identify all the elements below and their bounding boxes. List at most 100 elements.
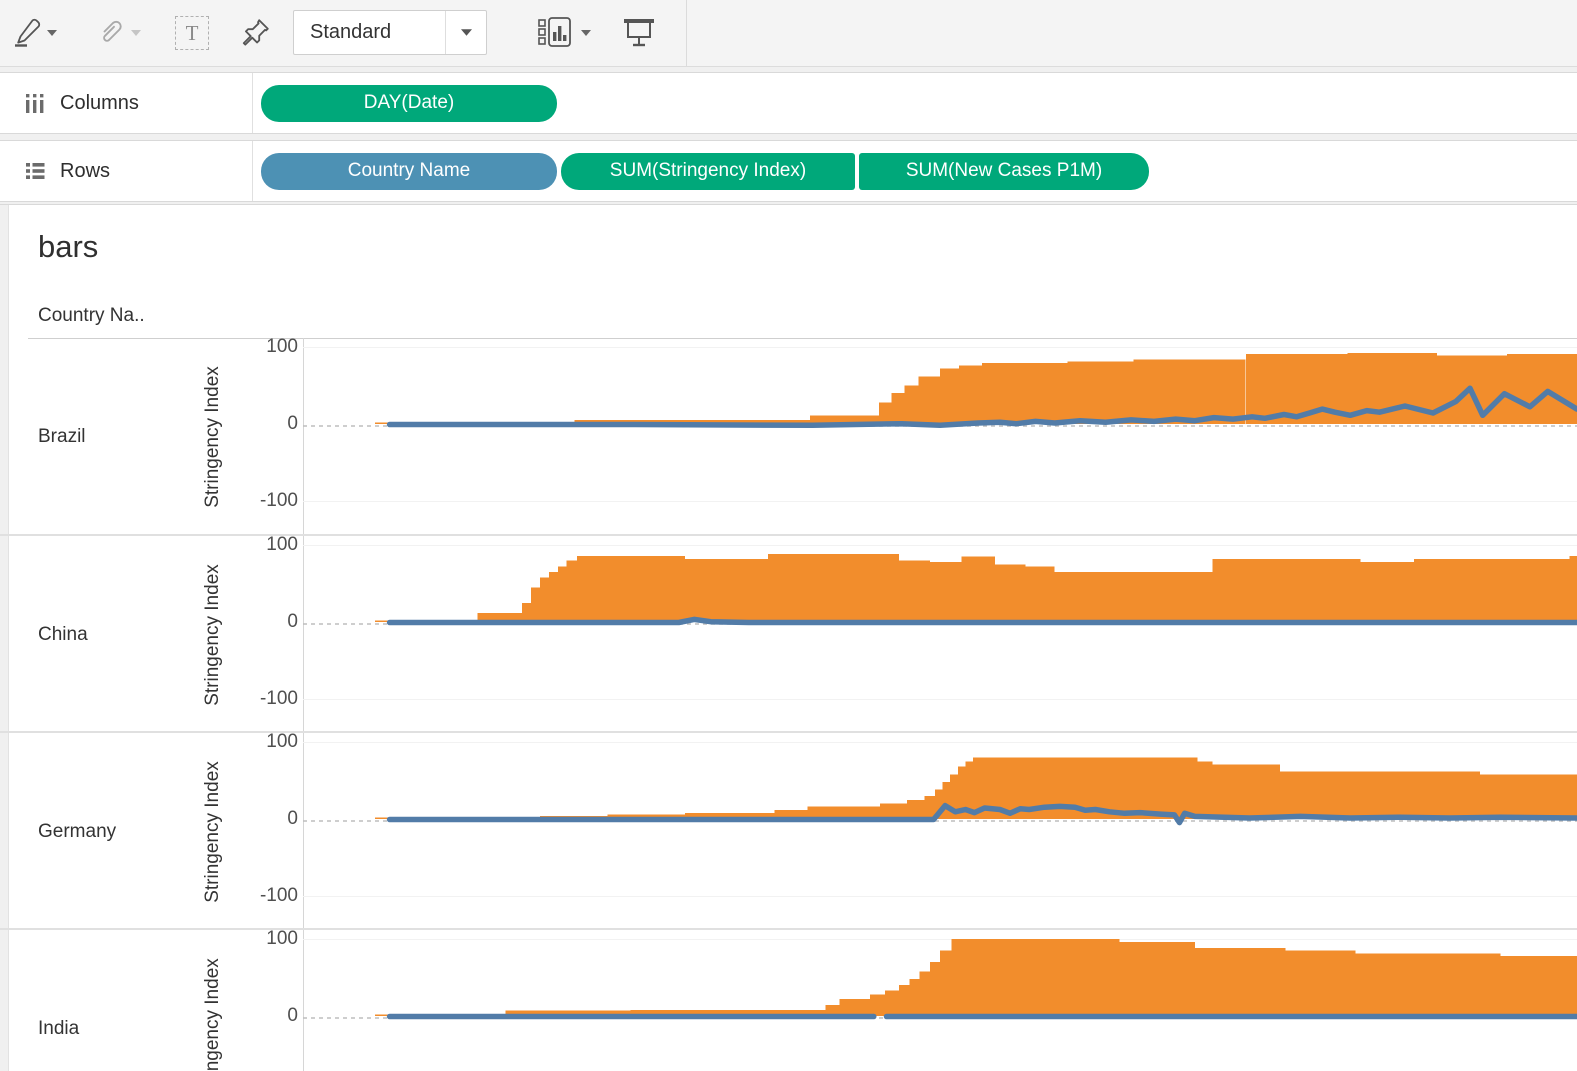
stringency-bar[interactable]: [880, 803, 907, 819]
stringency-bar[interactable]: [522, 602, 531, 623]
stringency-bar[interactable]: [685, 558, 768, 622]
text-annotation-button[interactable]: T: [174, 15, 210, 51]
stringency-bar[interactable]: [375, 422, 390, 425]
stringency-bar[interactable]: [899, 985, 910, 1016]
stringency-bar[interactable]: [768, 554, 900, 622]
stringency-bar[interactable]: [934, 789, 943, 819]
stringency-bar[interactable]: [477, 612, 523, 622]
stringency-bar[interactable]: [924, 795, 935, 819]
country-label[interactable]: China: [38, 623, 88, 645]
stringency-bar[interactable]: [919, 971, 930, 1016]
stringency-bar[interactable]: [1500, 955, 1577, 1016]
stringency-bar[interactable]: [929, 561, 962, 622]
columns-shelf-label: Columns: [60, 91, 139, 114]
new-cases-line[interactable]: [386, 616, 1577, 626]
stringency-bar[interactable]: [950, 774, 958, 819]
plot-area-india[interactable]: [303, 930, 1577, 1071]
stringency-bar[interactable]: [774, 809, 808, 819]
stringency-bar[interactable]: [1480, 774, 1577, 819]
stringency-bar[interactable]: [548, 571, 558, 622]
stringency-bar[interactable]: [1506, 353, 1577, 424]
stringency-bar[interactable]: [1119, 942, 1195, 1016]
stringency-bar[interactable]: [810, 415, 879, 425]
stringency-bar[interactable]: [505, 1010, 631, 1016]
stringency-bar[interactable]: [885, 990, 900, 1016]
stringency-bar[interactable]: [1355, 953, 1501, 1016]
stringency-bar[interactable]: [607, 814, 686, 819]
stringency-bar[interactable]: [1133, 359, 1246, 424]
show-hide-cards-button[interactable]: [536, 15, 574, 51]
row-field-header[interactable]: Country Na..: [38, 305, 145, 326]
chevron-down-icon[interactable]: [128, 18, 144, 48]
country-label[interactable]: Germany: [38, 820, 117, 842]
stringency-bar[interactable]: [1280, 771, 1481, 819]
fit-mode-select[interactable]: Standard: [293, 10, 487, 55]
stringency-bar[interactable]: [1025, 566, 1055, 622]
stringency-bar[interactable]: [940, 368, 960, 424]
plot-area-brazil[interactable]: [303, 338, 1577, 535]
stringency-bar[interactable]: [982, 363, 1068, 424]
stringency-bar[interactable]: [825, 1005, 840, 1016]
stringency-bar[interactable]: [891, 393, 905, 424]
stringency-bar[interactable]: [929, 962, 940, 1016]
stringency-bar[interactable]: [959, 365, 982, 425]
chevron-down-icon[interactable]: [578, 18, 594, 48]
stringency-bar[interactable]: [1360, 561, 1414, 622]
presentation-mode-button[interactable]: [618, 15, 660, 51]
stringency-bar[interactable]: [1197, 761, 1213, 820]
stringency-bar[interactable]: [375, 620, 390, 623]
stringency-bar[interactable]: [375, 1014, 390, 1017]
y-axis-title[interactable]: Stringency Index: [120, 930, 306, 1071]
pin-button[interactable]: [238, 15, 274, 51]
stringency-bar[interactable]: [1054, 571, 1213, 622]
stringency-bar[interactable]: [807, 806, 881, 819]
stringency-bar[interactable]: [961, 556, 995, 623]
stringency-bar[interactable]: [375, 817, 390, 820]
stringency-bar[interactable]: [1067, 361, 1134, 424]
annotate-pen-button[interactable]: [10, 16, 44, 50]
stringency-bar[interactable]: [994, 564, 1026, 623]
stringency-bar[interactable]: [566, 560, 577, 622]
stringency-bar[interactable]: [899, 560, 930, 622]
country-label[interactable]: India: [38, 1017, 80, 1039]
stringency-bar[interactable]: [909, 979, 920, 1016]
rows-shelf[interactable]: Rows Country Name SUM(Stringency Index) SU…: [0, 140, 1577, 202]
country-label[interactable]: Brazil: [38, 425, 86, 447]
plot-area-china[interactable]: [303, 536, 1577, 733]
stringency-bar[interactable]: [918, 376, 940, 424]
stringency-bar[interactable]: [904, 385, 919, 425]
attach-paperclip-button[interactable]: [94, 16, 128, 50]
stringency-bar[interactable]: [576, 555, 686, 622]
new-cases-line[interactable]: [386, 385, 1577, 429]
stringency-bar[interactable]: [630, 1009, 826, 1016]
stringency-bar[interactable]: [906, 799, 925, 820]
plot-area-germany[interactable]: [303, 733, 1577, 930]
chevron-down-icon[interactable]: [44, 18, 60, 48]
stringency-bar[interactable]: [957, 766, 966, 819]
pill-day-date-[interactable]: DAY(Date): [261, 84, 557, 122]
stringency-bar[interactable]: [869, 994, 886, 1016]
stringency-bar[interactable]: [1212, 558, 1361, 622]
columns-shelf[interactable]: Columns DAY(Date): [0, 72, 1577, 134]
stringency-bar[interactable]: [940, 950, 952, 1017]
stringency-bar[interactable]: [1285, 950, 1356, 1017]
stringency-bar[interactable]: [1194, 948, 1286, 1016]
pill-country-name[interactable]: Country Name: [261, 152, 557, 190]
stringency-bar[interactable]: [839, 999, 870, 1016]
stringency-bar[interactable]: [685, 812, 775, 819]
stringency-bar[interactable]: [1212, 764, 1281, 819]
stringency-bar[interactable]: [1569, 555, 1577, 622]
stringency-bar[interactable]: [557, 566, 567, 622]
stringency-bar[interactable]: [965, 761, 974, 820]
stringency-bar[interactable]: [540, 577, 549, 622]
stringency-bar[interactable]: [942, 782, 951, 819]
chevron-down-icon[interactable]: [445, 11, 486, 54]
stringency-bar[interactable]: [951, 939, 1120, 1016]
new-cases-line[interactable]: [386, 802, 1577, 826]
pill-sum-new-cases-p1m-[interactable]: SUM(New Cases P1M): [859, 152, 1149, 190]
stringency-bar[interactable]: [531, 587, 540, 622]
pill-sum-stringency-index-[interactable]: SUM(Stringency Index): [561, 152, 855, 190]
stringency-bar[interactable]: [1413, 558, 1570, 622]
toolbar: T Standard: [0, 0, 1577, 67]
stringency-bar[interactable]: [878, 402, 892, 424]
